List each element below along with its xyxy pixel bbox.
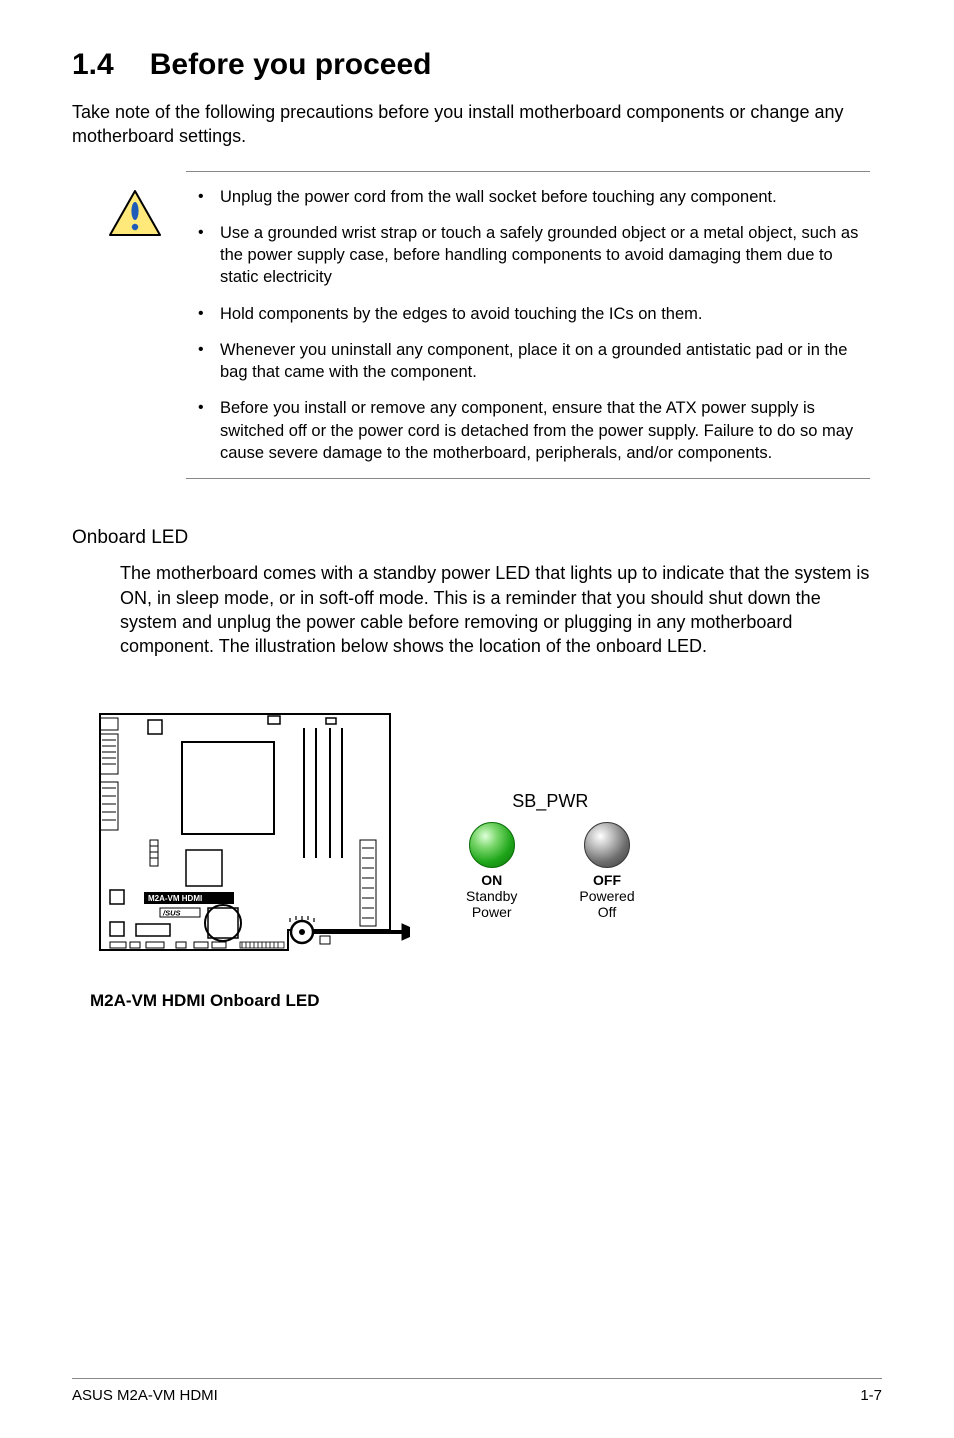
led-pair: ON Standby Power OFF Powered Off <box>466 822 635 920</box>
warning-list-container: Unplug the power cord from the wall sock… <box>186 171 870 480</box>
section-heading: 1.4 Before you proceed <box>72 48 882 82</box>
board-label-text: M2A-VM HDMI <box>148 894 202 903</box>
led-off-column: OFF Powered Off <box>579 822 634 920</box>
diagram-row: M2A-VM HDMI /SUS <box>90 700 882 1011</box>
footer-left: ASUS M2A-VM HDMI <box>72 1387 218 1404</box>
page: 1.4 Before you proceed Take note of the … <box>0 0 954 1438</box>
warning-item: Hold components by the edges to avoid to… <box>186 303 864 325</box>
warning-item: Use a grounded wrist strap or touch a sa… <box>186 222 864 289</box>
warning-item: Unplug the power cord from the wall sock… <box>186 186 864 208</box>
led-on-icon <box>469 822 515 868</box>
led-off-icon <box>584 822 630 868</box>
led-off-sub2: Off <box>579 904 634 920</box>
led-off-state: OFF <box>579 872 634 888</box>
led-on-state: ON <box>466 872 517 888</box>
onboard-led-heading: Onboard LED <box>72 527 882 549</box>
intro-paragraph: Take note of the following precautions b… <box>72 100 882 149</box>
led-on-sub1: Standby <box>466 888 517 904</box>
caution-icon <box>108 171 162 242</box>
led-title: SB_PWR <box>466 791 635 812</box>
led-component-icon <box>290 916 314 943</box>
led-callout-group: SB_PWR ON Standby Power OFF Powered Off <box>466 791 635 920</box>
page-footer: ASUS M2A-VM HDMI 1-7 <box>72 1378 882 1404</box>
onboard-led-paragraph: The motherboard comes with a standby pow… <box>120 561 882 658</box>
section-number: 1.4 <box>72 48 114 82</box>
warning-list: Unplug the power cord from the wall sock… <box>186 186 864 465</box>
warning-block: Unplug the power cord from the wall sock… <box>108 171 870 480</box>
led-off-sub1: Powered <box>579 888 634 904</box>
warning-item: Before you install or remove any compone… <box>186 397 864 464</box>
footer-right: 1-7 <box>860 1387 882 1404</box>
warning-item: Whenever you uninstall any component, pl… <box>186 339 864 384</box>
motherboard-diagram: M2A-VM HDMI /SUS <box>90 700 410 1011</box>
diagram-caption: M2A-VM HDMI Onboard LED <box>90 991 410 1011</box>
svg-text:/SUS: /SUS <box>162 909 181 918</box>
led-on-sub2: Power <box>466 904 517 920</box>
section-title: Before you proceed <box>150 48 432 82</box>
led-on-column: ON Standby Power <box>466 822 517 920</box>
